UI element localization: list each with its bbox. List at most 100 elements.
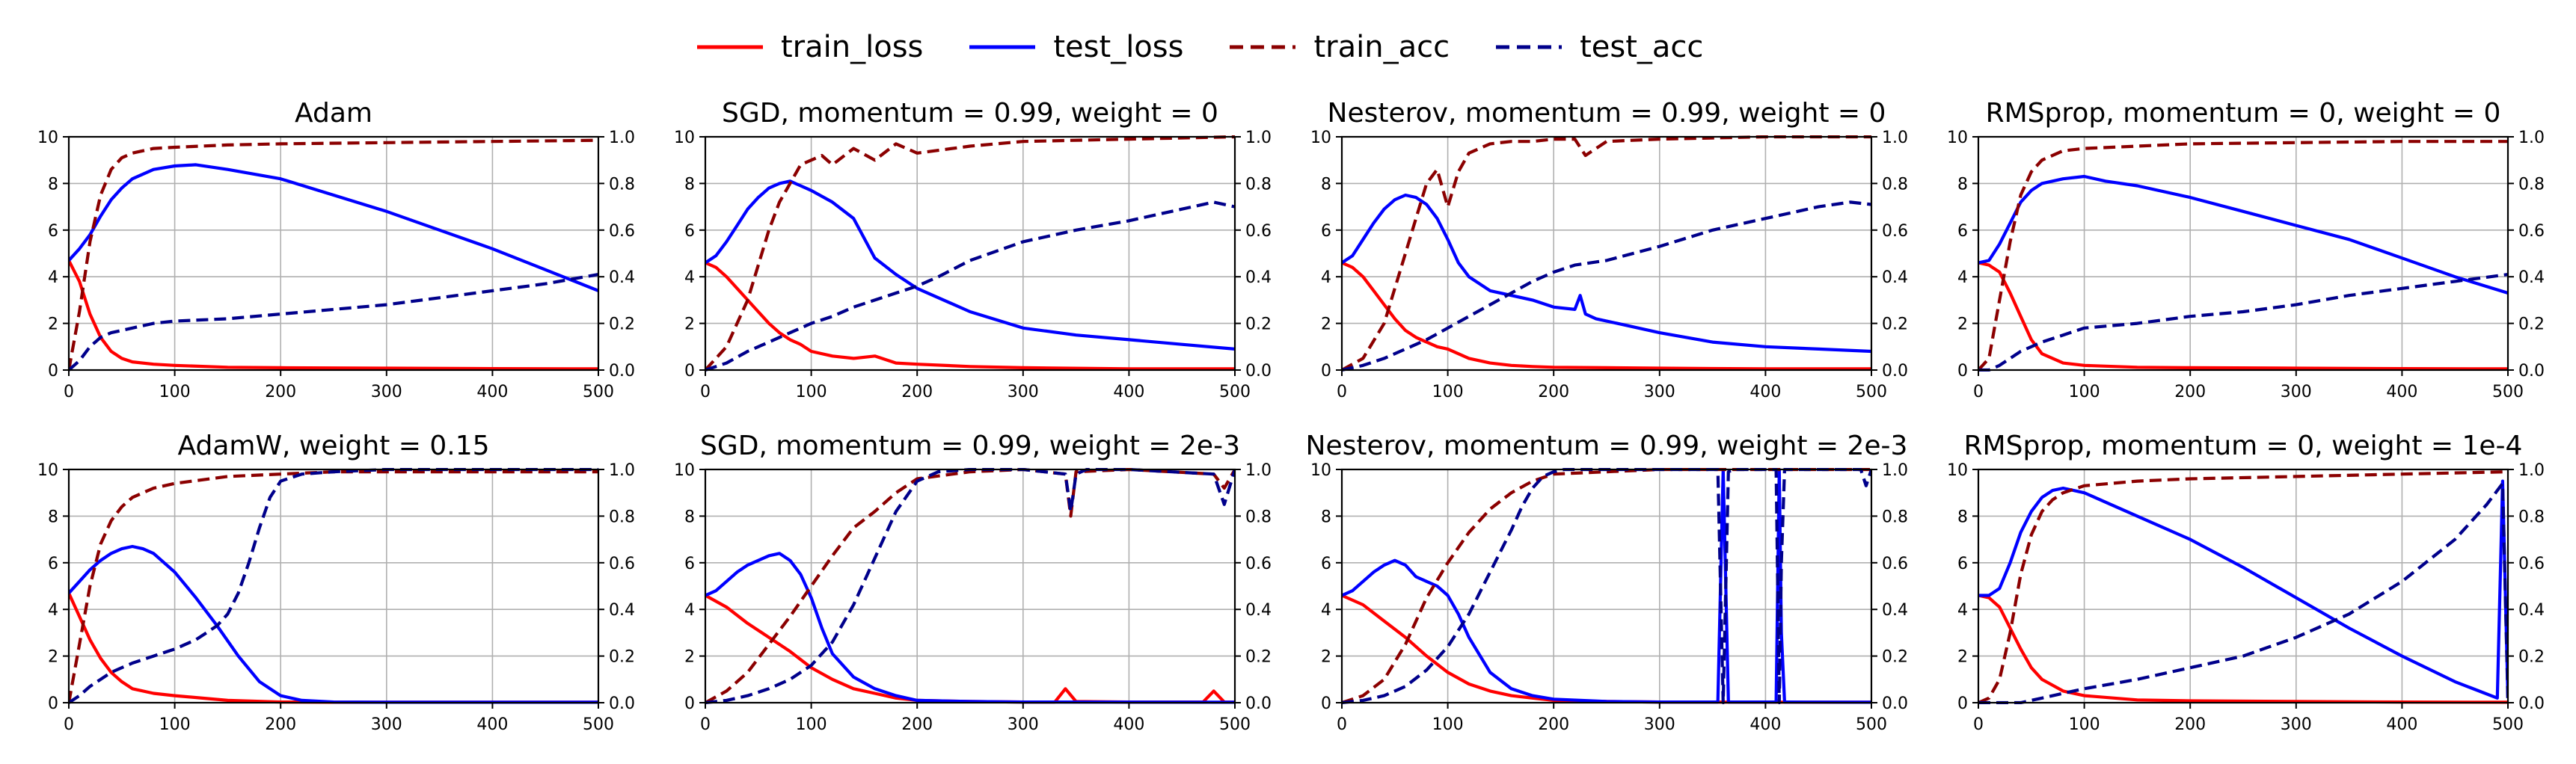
x-tick-label: 500 bbox=[2492, 383, 2524, 401]
series-line-train-loss bbox=[1978, 594, 2508, 704]
y-right-tick-label: 0.8 bbox=[609, 508, 635, 526]
subplot-6: SGD, momentum = 0.99, weight = 2e-30 100 2… bbox=[674, 431, 1272, 734]
subplot-title: Adam bbox=[295, 98, 372, 129]
y-left-tick-label: 2 bbox=[1321, 648, 1331, 667]
y-right-tick-label: 0.0 bbox=[2518, 362, 2545, 381]
y-left-tick-label: 2 bbox=[684, 315, 695, 334]
y-right-tick-label: 1.0 bbox=[1245, 461, 1272, 480]
x-tick-label: 300 bbox=[1008, 383, 1039, 401]
subplot-title: RMSprop, momentum = 0, weight = 0 bbox=[1986, 98, 2501, 129]
x-tick-label: 0 bbox=[64, 383, 74, 401]
plot-frame bbox=[704, 135, 1236, 372]
y-right-tick-label: 1.0 bbox=[1882, 129, 1908, 147]
subplot-2: SGD, momentum = 0.99, weight = 00 100 200 3… bbox=[674, 98, 1272, 401]
y-left-tick-label: 4 bbox=[1957, 601, 1968, 620]
y-left-tick-label: 8 bbox=[684, 175, 695, 194]
x-tick-label: 100 bbox=[796, 383, 827, 401]
y-left-tick-label: 0 bbox=[1321, 694, 1331, 713]
y-left-tick-label: 8 bbox=[1957, 175, 1968, 194]
legend-label-test-loss: test_loss bbox=[1053, 30, 1184, 64]
x-tick-label: 200 bbox=[901, 715, 933, 734]
x-tick-label: 300 bbox=[1008, 715, 1039, 734]
y-left-tick-label: 0 bbox=[684, 362, 695, 381]
y-left-tick-label: 8 bbox=[684, 508, 695, 526]
y-right-tick-label: 0.2 bbox=[609, 648, 635, 667]
y-right-tick-label: 0.2 bbox=[1245, 315, 1272, 334]
y-right-tick-label: 0.6 bbox=[1245, 222, 1272, 241]
y-right-tick-label: 0.0 bbox=[609, 362, 635, 381]
y-left-tick-label: 0 bbox=[1957, 694, 1968, 713]
series-line-test-acc bbox=[705, 200, 1235, 372]
x-tick-label: 200 bbox=[1538, 715, 1569, 734]
y-right-tick-label: 0.6 bbox=[609, 555, 635, 573]
y-left-tick-label: 6 bbox=[1957, 555, 1968, 573]
x-tick-label: 200 bbox=[901, 383, 933, 401]
y-right-tick-label: 0.8 bbox=[1245, 175, 1272, 194]
x-tick-label: 300 bbox=[1644, 383, 1675, 401]
legend-item-train-acc: train_acc bbox=[1228, 30, 1450, 64]
x-tick-label: 200 bbox=[1538, 383, 1569, 401]
y-left-tick-label: 4 bbox=[684, 601, 695, 620]
y-right-tick-label: 0.2 bbox=[1882, 315, 1908, 334]
subplot-title: Nesterov, momentum = 0.99, weight = 2e-3 bbox=[1306, 431, 1908, 461]
y-right-tick-label: 0.0 bbox=[1882, 694, 1908, 713]
x-tick-label: 500 bbox=[1856, 715, 1887, 734]
x-tick-label: 300 bbox=[2281, 715, 2312, 734]
y-right-tick-label: 0.4 bbox=[1882, 268, 1908, 287]
y-right-tick-label: 0.8 bbox=[609, 175, 635, 194]
legend-label-train-acc: train_acc bbox=[1313, 30, 1450, 64]
series-line-test-acc bbox=[705, 468, 1235, 704]
legend-label-train-loss: train_loss bbox=[781, 30, 924, 64]
x-tick-label: 300 bbox=[2281, 383, 2312, 401]
x-tick-label: 100 bbox=[1432, 383, 1464, 401]
plot-frame bbox=[1977, 135, 2509, 372]
series-line-train-acc bbox=[1342, 135, 1871, 372]
series-line-test-loss bbox=[1342, 193, 1871, 354]
legend-item-test-loss: test_loss bbox=[968, 30, 1183, 64]
y-right-tick-label: 0.0 bbox=[1245, 362, 1272, 381]
y-right-tick-label: 0.4 bbox=[2518, 601, 2545, 620]
plot-frame bbox=[1340, 135, 1873, 372]
y-left-tick-label: 2 bbox=[684, 648, 695, 667]
y-right-tick-label: 0.4 bbox=[1882, 601, 1908, 620]
series-line-train-acc bbox=[1978, 470, 2508, 704]
y-left-tick-label: 8 bbox=[48, 508, 58, 526]
plot-frame bbox=[67, 468, 600, 704]
y-right-tick-label: 0.2 bbox=[609, 315, 635, 334]
y-left-tick-label: 8 bbox=[48, 175, 58, 194]
x-tick-label: 400 bbox=[2386, 715, 2417, 734]
series-line-test-loss bbox=[1978, 479, 2508, 700]
legend-item-test-acc: test_acc bbox=[1494, 30, 1703, 64]
y-right-tick-label: 0.6 bbox=[2518, 555, 2545, 573]
x-tick-label: 400 bbox=[1749, 715, 1781, 734]
x-tick-label: 100 bbox=[1432, 715, 1464, 734]
y-right-tick-label: 0.6 bbox=[1882, 222, 1908, 241]
subplot-4: RMSprop, momentum = 0, weight = 00 100 200… bbox=[1947, 98, 2545, 401]
y-right-tick-label: 1.0 bbox=[1882, 461, 1908, 480]
x-tick-label: 100 bbox=[159, 715, 191, 734]
y-left-tick-label: 10 bbox=[1947, 129, 1968, 147]
y-left-tick-label: 2 bbox=[1957, 648, 1968, 667]
y-right-tick-label: 0.2 bbox=[1882, 648, 1908, 667]
series-line-train-acc bbox=[705, 135, 1235, 372]
series-line-train-loss bbox=[1342, 261, 1871, 371]
y-left-tick-label: 6 bbox=[684, 222, 695, 241]
series-line-test-loss bbox=[705, 179, 1235, 351]
x-tick-label: 200 bbox=[265, 383, 296, 401]
x-tick-label: 400 bbox=[2386, 383, 2417, 401]
x-tick-label: 0 bbox=[1973, 715, 1984, 734]
y-left-tick-label: 4 bbox=[1957, 268, 1968, 287]
series-line-test-acc bbox=[1978, 273, 2508, 372]
y-right-tick-label: 0.8 bbox=[1882, 508, 1908, 526]
y-right-tick-label: 1.0 bbox=[2518, 461, 2545, 480]
series-line-test-loss bbox=[1978, 174, 2508, 295]
y-right-tick-label: 1.0 bbox=[2518, 129, 2545, 147]
y-left-tick-label: 2 bbox=[1957, 315, 1968, 334]
y-left-tick-label: 0 bbox=[1957, 362, 1968, 381]
series-line-test-acc bbox=[69, 273, 598, 372]
series-line-test-acc bbox=[1342, 468, 1871, 704]
y-right-tick-label: 0.4 bbox=[2518, 268, 2545, 287]
y-right-tick-label: 0.0 bbox=[1245, 694, 1272, 713]
y-right-tick-label: 0.8 bbox=[2518, 508, 2545, 526]
